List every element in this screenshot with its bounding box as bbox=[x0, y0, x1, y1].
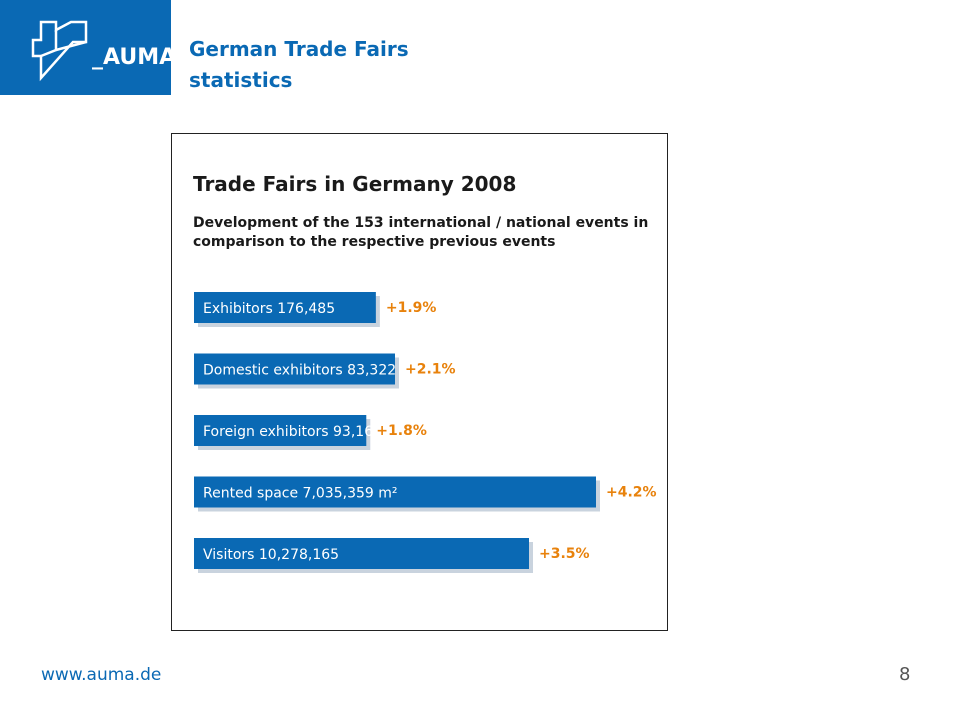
page-title: German Trade Fairs statistics bbox=[189, 34, 409, 96]
page-title-line1: German Trade Fairs bbox=[189, 37, 409, 61]
bar bbox=[194, 538, 529, 569]
bar-value-label: +2.1% bbox=[405, 362, 456, 378]
page-title-line2: statistics bbox=[189, 68, 293, 92]
footer-url-link[interactable]: www.auma.de bbox=[41, 665, 162, 685]
bar-value-label: +3.5% bbox=[539, 546, 590, 562]
chart-subtitle: Development of the 153 international / n… bbox=[193, 215, 649, 250]
bar bbox=[194, 476, 596, 508]
bar-category-label: Domestic exhibitors 83,322 bbox=[203, 363, 396, 379]
bar-chart: Exhibitors 176,485 +1.9% Domestic exhibito… bbox=[194, 292, 657, 573]
page-number: 8 bbox=[899, 664, 911, 685]
bar-category-label: Foreign exhibitors 93,163 bbox=[203, 424, 382, 440]
chart-frame: Trade Fairs in Germany 2008 Development … bbox=[171, 133, 668, 631]
bar bbox=[194, 415, 367, 446]
auma-logo[interactable]: _AUMA bbox=[0, 0, 171, 95]
bar-category-label: Visitors 10,278,165 bbox=[203, 547, 339, 563]
bar bbox=[194, 292, 376, 323]
bar-value-label: +1.8% bbox=[376, 423, 427, 439]
bar-category-label: Rented space 7,035,359 m² bbox=[203, 486, 398, 502]
bar-value-label: +4.2% bbox=[606, 485, 657, 501]
bar-category-label: Exhibitors 176,485 bbox=[203, 301, 335, 317]
chart-title: Trade Fairs in Germany 2008 bbox=[193, 172, 517, 196]
auma-logo-icon: _AUMA bbox=[31, 20, 171, 82]
bar bbox=[194, 353, 395, 385]
logo-text: _AUMA bbox=[92, 45, 171, 70]
bar-value-label: +1.9% bbox=[386, 300, 437, 316]
